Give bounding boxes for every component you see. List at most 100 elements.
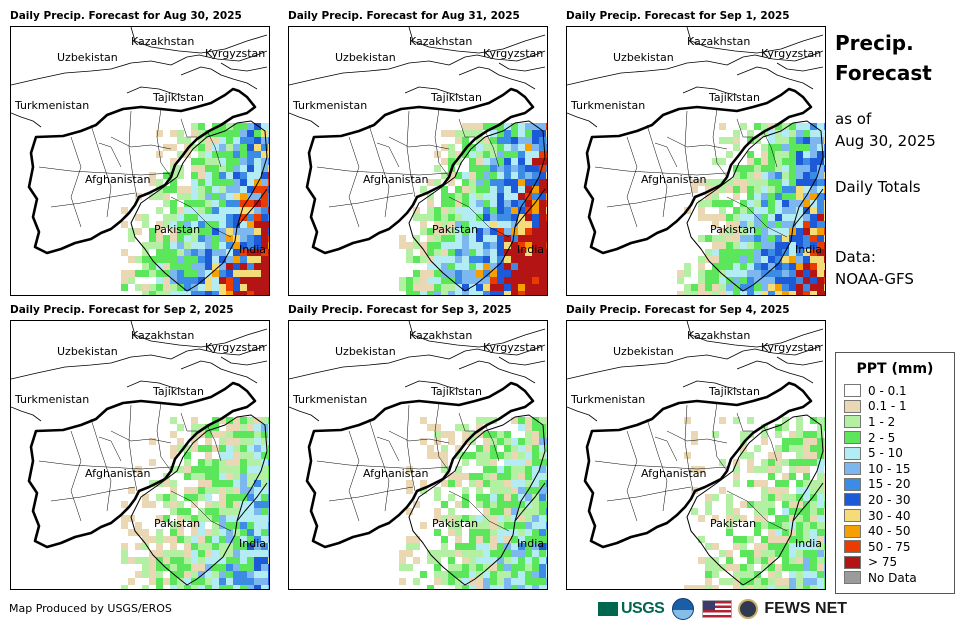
admin-boundary	[180, 118, 197, 138]
legend-label: 0.1 - 1	[868, 399, 907, 414]
afghanistan-boundary	[305, 381, 535, 549]
legend-label: 1 - 2	[868, 414, 896, 429]
map-label-afghanistan: Afghanistan	[363, 173, 429, 186]
admin-boundary	[376, 142, 400, 168]
admin-boundary	[170, 196, 232, 238]
panel-title: Daily Precip. Forecast for Sep 3, 2025	[288, 304, 512, 316]
map-label-kazakhstan: Kazakhstan	[409, 329, 472, 342]
map-label-turkmenistan: Turkmenistan	[14, 393, 89, 406]
admin-boundary	[646, 418, 668, 512]
country-boundary	[742, 50, 824, 72]
legend-swatch	[844, 524, 861, 538]
admin-boundary	[654, 436, 678, 462]
admin-boundary	[388, 136, 450, 150]
admin-boundary	[448, 490, 510, 532]
panel-title: Daily Precip. Forecast for Aug 30, 2025	[10, 10, 242, 22]
legend-swatch	[844, 477, 861, 491]
admin-boundary	[712, 402, 728, 472]
admin-boundary	[328, 192, 414, 208]
legend-swatch	[844, 493, 861, 507]
map-label-kyrgyzstan: Kyrgyzstan	[483, 47, 543, 60]
admin-boundary	[458, 118, 475, 138]
legend-label: 5 - 10	[868, 446, 903, 461]
admin-boundary	[348, 136, 360, 228]
admin-boundary	[646, 124, 668, 218]
india-boundary	[792, 188, 824, 228]
map-label-kazakhstan: Kazakhstan	[131, 35, 194, 48]
map-label-pakistan: Pakistan	[432, 517, 478, 530]
admin-boundary	[38, 166, 172, 176]
usgs-mark-icon	[598, 602, 618, 616]
precip-cells	[677, 123, 825, 295]
country-boundary	[180, 360, 258, 384]
country-boundary	[289, 56, 466, 86]
admin-boundary	[50, 486, 136, 502]
precip-map: Uzbekistan Kazakhstan Kyrgyzstan Tajikistan…	[288, 320, 548, 590]
precip-cells	[121, 123, 269, 295]
legend-swatch	[844, 509, 861, 523]
admin-boundary	[666, 136, 728, 150]
country-boundary	[289, 380, 460, 422]
country-boundary	[130, 321, 268, 348]
map-label-afghanistan: Afghanistan	[363, 467, 429, 480]
admin-boundary	[594, 166, 728, 176]
legend-swatch	[844, 571, 861, 585]
legend-swatch	[844, 540, 861, 554]
map-label-kyrgyzstan: Kyrgyzstan	[205, 47, 265, 60]
map-label-tajikistan: Tajikistan	[708, 385, 760, 398]
map-label-uzbekistan: Uzbekistan	[613, 51, 674, 64]
panel-title: Daily Precip. Forecast for Aug 31, 2025	[288, 10, 520, 22]
admin-boundary	[70, 430, 82, 522]
legend-item: 15 - 20	[844, 477, 954, 493]
afghanistan-boundary	[583, 87, 813, 255]
map-label-kyrgyzstan: Kyrgyzstan	[483, 341, 543, 354]
panel-title: Daily Precip. Forecast for Sep 2, 2025	[10, 304, 234, 316]
admin-boundary	[316, 460, 450, 470]
forecast-panel: Daily Precip. Forecast for Sep 4, 2025 Uz…	[566, 304, 826, 590]
data-source-value: NOAA-GFS	[835, 270, 914, 288]
country-boundary	[567, 380, 738, 422]
map-label-kyrgyzstan: Kyrgyzstan	[761, 341, 821, 354]
legend-swatch	[844, 555, 861, 569]
precip-map: Uzbekistan Kazakhstan Kyrgyzstan Tajikistan…	[10, 26, 270, 296]
admin-boundary	[434, 402, 450, 472]
legend-swatch	[844, 431, 861, 445]
admin-boundary	[434, 108, 450, 178]
map-label-india: India	[517, 243, 544, 256]
fewsnet-wordmark: FEWS NET	[764, 600, 848, 617]
admin-boundary	[726, 196, 788, 238]
legend-swatch	[844, 384, 861, 398]
admin-boundary	[626, 136, 638, 228]
precip-cells	[121, 417, 269, 589]
data-source: Data: NOAA-GFS	[835, 246, 914, 290]
admin-boundary	[594, 460, 728, 470]
precip-map: Uzbekistan Kazakhstan Kyrgyzstan Tajikistan…	[566, 26, 826, 296]
map-label-kazakhstan: Kazakhstan	[687, 35, 750, 48]
map-label-india: India	[795, 537, 822, 550]
map-label-tajikistan: Tajikistan	[708, 91, 760, 104]
map-label-tajikistan: Tajikistan	[430, 385, 482, 398]
admin-boundary	[128, 110, 138, 198]
admin-boundary	[388, 430, 450, 444]
pakistan-boundary	[408, 120, 546, 292]
admin-boundary	[368, 124, 390, 218]
map-label-kazakhstan: Kazakhstan	[131, 329, 194, 342]
admin-boundary	[684, 110, 694, 198]
country-boundary	[567, 350, 744, 380]
legend-swatch	[844, 415, 861, 429]
country-boundary	[736, 66, 814, 90]
precip-map: Uzbekistan Kazakhstan Kyrgyzstan Tajikistan…	[10, 320, 270, 590]
forecast-panel: Daily Precip. Forecast for Aug 30, 2025 U…	[10, 10, 270, 296]
pakistan-boundary	[408, 414, 546, 586]
map-label-pakistan: Pakistan	[710, 223, 756, 236]
as-of-date: as of Aug 30, 2025	[835, 108, 936, 152]
map-label-india: India	[239, 537, 266, 550]
country-boundary	[289, 86, 460, 128]
map-label-afghanistan: Afghanistan	[641, 173, 707, 186]
admin-boundary	[654, 142, 678, 168]
map-label-uzbekistan: Uzbekistan	[335, 51, 396, 64]
us-flag-icon	[702, 600, 733, 618]
admin-boundary	[666, 430, 728, 444]
